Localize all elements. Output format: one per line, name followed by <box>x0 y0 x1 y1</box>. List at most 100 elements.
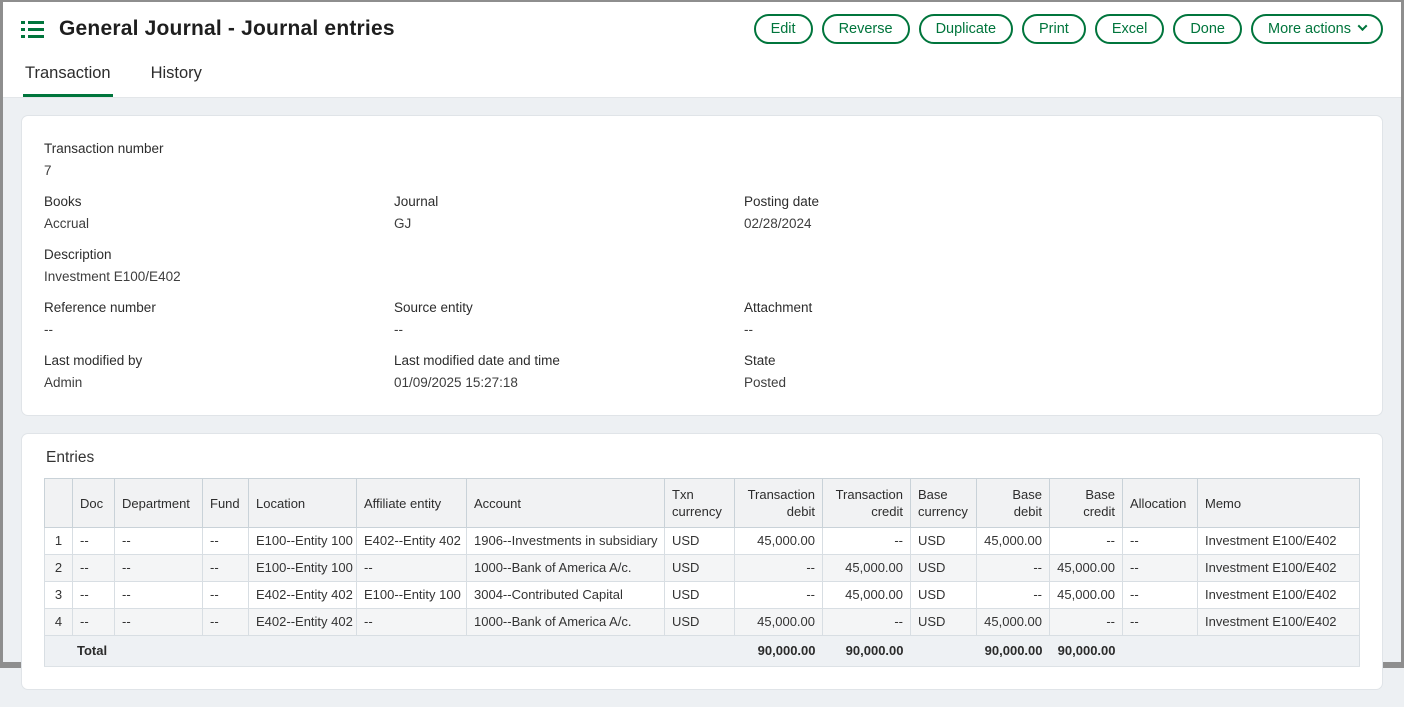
cell-transaction_credit: -- <box>822 608 911 636</box>
field-value: -- <box>394 322 403 337</box>
field-value: GJ <box>394 216 412 231</box>
cell-txn_currency: USD <box>664 554 735 582</box>
transaction-details-panel: Transaction number 7 Books Accrual Journ… <box>21 115 1383 416</box>
cell-affiliate_entity: -- <box>356 554 467 582</box>
cell-department: -- <box>114 581 203 609</box>
field-label: Journal <box>394 194 439 209</box>
column-header-location: Location <box>248 478 357 528</box>
cell-base_debit: 45,000.00 <box>976 527 1050 555</box>
chevron-down-icon <box>1357 21 1368 32</box>
cell-affiliate_entity: -- <box>356 608 467 636</box>
total-empty-cell <box>1122 635 1198 667</box>
cell-fund: -- <box>202 554 249 582</box>
field-reference-number: Reference number -- <box>44 300 394 338</box>
field-last-modified-by: Last modified by Admin <box>44 353 394 391</box>
table-row[interactable]: 2 -- -- -- E100--Entity 100 -- 1000--Bank of A… <box>44 554 1360 582</box>
cell-transaction_credit: -- <box>822 527 911 555</box>
cell-account: 3004--Contributed Capital <box>466 581 665 609</box>
field-value: Investment E100/E402 <box>44 269 181 284</box>
column-header-base_credit: Base credit <box>1049 478 1123 528</box>
cell-num: 4 <box>44 608 73 636</box>
app-header: General Journal - Journal entries Edit Re… <box>3 2 1401 55</box>
cell-allocation: -- <box>1122 581 1198 609</box>
field-label: Last modified date and time <box>394 353 560 368</box>
column-header-fund: Fund <box>202 478 249 528</box>
cell-memo: Investment E100/E402 <box>1197 581 1360 609</box>
field-label: Last modified by <box>44 353 143 368</box>
cell-base_debit: -- <box>976 554 1050 582</box>
cell-txn_currency: USD <box>664 581 735 609</box>
total-empty-cell <box>910 635 977 667</box>
more-actions-button[interactable]: More actions <box>1250 14 1383 44</box>
field-value: -- <box>44 322 53 337</box>
cell-doc: -- <box>72 554 115 582</box>
table-row[interactable]: 3 -- -- -- E402--Entity 402 E100--Entity 100 3… <box>44 581 1360 609</box>
total-empty-cell <box>1197 635 1360 667</box>
cell-transaction_debit: -- <box>734 554 823 582</box>
cell-doc: -- <box>72 527 115 555</box>
cell-location: E100--Entity 100 <box>248 527 357 555</box>
total-transaction_debit: 90,000.00 <box>734 635 823 667</box>
cell-memo: Investment E100/E402 <box>1197 554 1360 582</box>
cell-account: 1906--Investments in subsidiary <box>466 527 665 555</box>
cell-fund: -- <box>202 527 249 555</box>
column-header-affiliate_entity: Affiliate entity <box>356 478 467 528</box>
cell-base_currency: USD <box>910 527 977 555</box>
field-label: Attachment <box>744 300 813 315</box>
done-button[interactable]: Done <box>1173 14 1242 44</box>
cell-base_credit: -- <box>1049 527 1123 555</box>
tab-transaction[interactable]: Transaction <box>23 55 113 97</box>
field-value: 02/28/2024 <box>744 216 812 231</box>
total-empty-cell <box>664 635 735 667</box>
column-header-base_debit: Base debit <box>976 478 1050 528</box>
list-icon <box>21 20 44 38</box>
toolbar-buttons: Edit Reverse Duplicate Print Excel Done More … <box>753 14 1383 44</box>
cell-department: -- <box>114 608 203 636</box>
cell-transaction_debit: 45,000.00 <box>734 527 823 555</box>
cell-memo: Investment E100/E402 <box>1197 608 1360 636</box>
cell-allocation: -- <box>1122 527 1198 555</box>
reverse-button[interactable]: Reverse <box>821 14 910 44</box>
duplicate-button[interactable]: Duplicate <box>918 14 1014 44</box>
cell-transaction_credit: 45,000.00 <box>822 554 911 582</box>
cell-transaction_debit: 45,000.00 <box>734 608 823 636</box>
edit-button[interactable]: Edit <box>753 14 813 44</box>
cell-location: E100--Entity 100 <box>248 554 357 582</box>
cell-location: E402--Entity 402 <box>248 608 357 636</box>
cell-txn_currency: USD <box>664 608 735 636</box>
field-label: Books <box>44 194 82 209</box>
column-header-transaction_debit: Transaction debit <box>734 478 823 528</box>
table-row[interactable]: 1 -- -- -- E100--Entity 100 E402--Entity 402 1… <box>44 527 1360 555</box>
cell-department: -- <box>114 554 203 582</box>
field-value: Admin <box>44 375 83 390</box>
table-row[interactable]: 4 -- -- -- E402--Entity 402 -- 1000--Bank of A… <box>44 608 1360 636</box>
total-base_debit: 90,000.00 <box>976 635 1050 667</box>
field-state: State Posted <box>744 353 1360 391</box>
field-source-entity: Source entity -- <box>394 300 744 338</box>
field-label: Posting date <box>744 194 820 209</box>
cell-num: 1 <box>44 527 73 555</box>
field-last-modified-datetime: Last modified date and time 01/09/2025 1… <box>394 353 744 391</box>
cell-affiliate_entity: E402--Entity 402 <box>356 527 467 555</box>
print-button[interactable]: Print <box>1022 14 1086 44</box>
cell-allocation: -- <box>1122 608 1198 636</box>
cell-fund: -- <box>202 581 249 609</box>
cell-base_debit: -- <box>976 581 1050 609</box>
total-base_credit: 90,000.00 <box>1049 635 1123 667</box>
column-header-allocation: Allocation <box>1122 478 1198 528</box>
more-actions-label: More actions <box>1267 21 1351 37</box>
field-books: Books Accrual <box>44 194 394 232</box>
excel-button[interactable]: Excel <box>1094 14 1165 44</box>
column-header-num <box>44 478 73 528</box>
field-value: Posted <box>744 375 787 390</box>
cell-base_debit: 45,000.00 <box>976 608 1050 636</box>
column-header-txn_currency: Txn currency <box>664 478 735 528</box>
column-header-base_currency: Base currency <box>910 478 977 528</box>
field-value: -- <box>744 322 753 337</box>
cell-doc: -- <box>72 608 115 636</box>
field-journal: Journal GJ <box>394 194 744 232</box>
entries-heading: Entries <box>46 449 95 466</box>
list-menu-icon[interactable] <box>19 18 46 41</box>
cell-transaction_debit: -- <box>734 581 823 609</box>
tab-history[interactable]: History <box>150 64 202 82</box>
